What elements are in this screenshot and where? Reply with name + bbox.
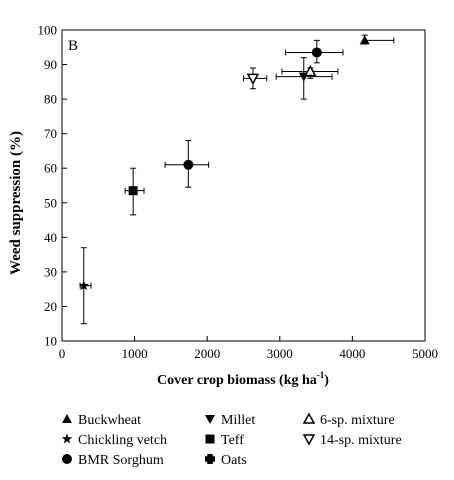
y-tick-label: 90 (44, 57, 57, 72)
x-tick-label: 5000 (412, 346, 438, 361)
y-tick-label: 30 (44, 264, 57, 279)
scatter-chart: 0 1000 2000 3000 4000 5000 10 20 30 40 50 60 70 80 90 1… (8, 23, 439, 389)
legend-label: 6-sp. mixture (320, 413, 395, 428)
legend-marker (302, 412, 316, 424)
legend-marker (205, 454, 215, 464)
legend-item: Chickling vetch (60, 432, 167, 449)
legend-marker (61, 433, 73, 444)
legend-item: Teff (203, 432, 244, 449)
data-point (128, 186, 138, 196)
legend-marker-shape (205, 454, 215, 464)
data-point (304, 64, 317, 77)
legend-marker (205, 434, 215, 444)
legend-marker-shape (62, 454, 72, 464)
plot-area (61, 29, 426, 342)
y-tick-label: 10 (44, 334, 57, 349)
legend-label: Oats (221, 453, 247, 468)
legend-marker-shape (302, 412, 316, 424)
legend-item: BMR Sorghum (60, 452, 164, 469)
y-tick-label: 100 (38, 23, 58, 38)
legend-marker-shape (205, 415, 215, 424)
legend-label: Chickling vetch (78, 433, 168, 448)
x-axis-title-sup: -1 (317, 370, 325, 380)
data-point (311, 47, 322, 58)
y-axis-title-text: Weed suppression (%) (8, 131, 24, 275)
legend-marker-shape (302, 434, 316, 446)
legend-item: Buckwheat (60, 412, 141, 429)
panel-label: B (68, 38, 78, 54)
legend-marker (62, 414, 72, 423)
legend-marker-shape (62, 414, 72, 423)
data-marks (78, 34, 395, 325)
legend-marker (205, 415, 215, 424)
legend-label: Buckwheat (78, 413, 141, 428)
legend-marker (302, 434, 316, 446)
legend-item: Oats (203, 452, 247, 469)
legend-marker (62, 454, 72, 464)
data-point (246, 73, 260, 85)
legend-label: BMR Sorghum (78, 453, 164, 468)
y-axis-title: Weed suppression (%) (8, 131, 24, 275)
legend-item: Millet (203, 412, 255, 429)
data-point (183, 159, 194, 170)
legend-label: 14-sp. mixture (320, 433, 402, 448)
y-tick-label: 80 (44, 92, 57, 107)
y-tick-label: 70 (44, 126, 57, 141)
y-tick-label: 50 (44, 195, 57, 210)
x-tick-label: 2000 (194, 346, 220, 361)
legend-item: 14-sp. mixture (302, 432, 402, 449)
x-axis-title-text: Cover crop biomass (kg ha (157, 373, 317, 388)
legend-marker-shape (205, 434, 215, 444)
axis-ticks: 0 1000 2000 3000 4000 5000 10 20 30 40 50 60 70 80 90 1… (38, 23, 439, 362)
x-tick-label: 3000 (267, 346, 293, 361)
x-tick-label: 0 (59, 346, 66, 361)
data-point (78, 280, 90, 291)
y-tick-label: 20 (44, 299, 57, 314)
x-axis-title: Cover crop biomass (kg ha-1) (157, 370, 329, 388)
legend-marker-shape (61, 433, 73, 444)
y-tick-label: 60 (44, 161, 57, 176)
x-tick-label: 1000 (122, 346, 148, 361)
legend-label: Teff (221, 433, 244, 448)
legend-label: Millet (221, 413, 256, 428)
x-tick-label: 4000 (339, 346, 365, 361)
y-tick-label: 40 (44, 230, 57, 245)
data-point (359, 35, 370, 45)
legend-item: 6-sp. mixture (302, 412, 395, 429)
x-axis-title-end: ) (324, 373, 329, 388)
